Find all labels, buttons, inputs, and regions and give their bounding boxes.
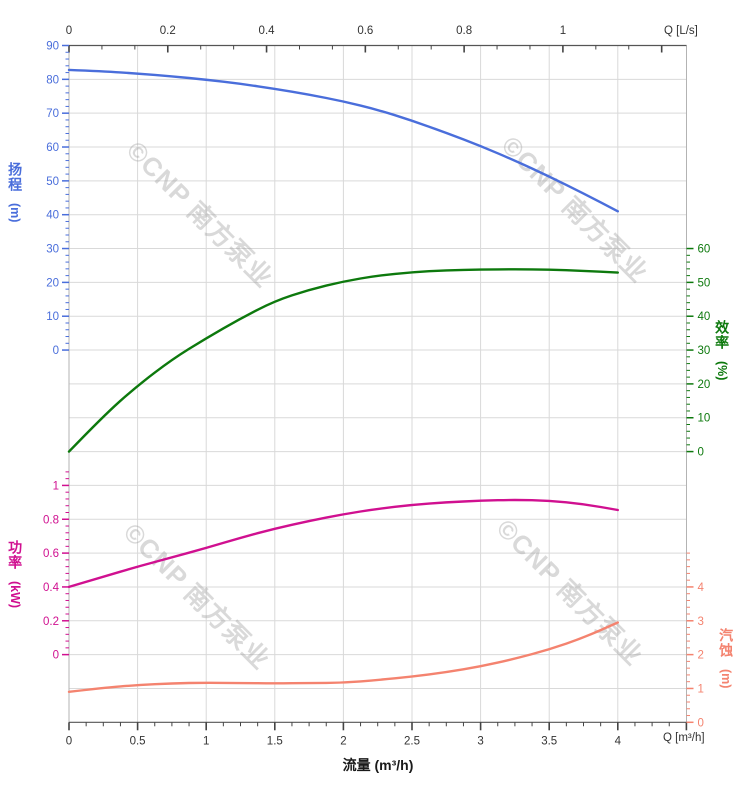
watermark-text: ©CNP 南方泵业	[121, 135, 279, 293]
svg-text:4: 4	[698, 582, 705, 594]
power-axis-title: 功率 (kW)	[7, 540, 23, 608]
x-axis-title: 流量 (m³/h)	[342, 757, 414, 773]
svg-text:2.5: 2.5	[404, 735, 420, 747]
efficiency-axis: 60 50 40 30 20 10 0	[686, 244, 711, 459]
svg-text:1.5: 1.5	[267, 735, 283, 747]
power-axis-title-text: 功率	[7, 540, 24, 570]
watermark-text: ©CNP 南方泵业	[496, 130, 654, 288]
bottom-axis-unit-label: Q [m³/h]	[663, 732, 705, 744]
svg-text:0: 0	[698, 447, 704, 459]
grid-layer	[68, 45, 687, 723]
svg-text:3.5: 3.5	[541, 735, 557, 747]
svg-text:0.2: 0.2	[43, 616, 59, 628]
efficiency-curve	[67, 268, 619, 453]
svg-text:60: 60	[46, 142, 59, 154]
svg-text:30: 30	[46, 244, 59, 256]
svg-text:70: 70	[46, 108, 59, 120]
svg-text:2: 2	[340, 735, 346, 747]
svg-text:0.4: 0.4	[43, 582, 60, 594]
svg-text:0: 0	[53, 650, 59, 662]
svg-text:90: 90	[46, 41, 59, 53]
svg-text:2: 2	[698, 650, 704, 662]
power-axis: 1 0.8 0.6 0.4 0.2 0	[43, 471, 69, 662]
power-axis-unit: (kW)	[8, 581, 23, 609]
svg-text:60: 60	[698, 244, 711, 256]
svg-text:20: 20	[698, 379, 711, 391]
svg-text:1: 1	[560, 25, 566, 37]
svg-text:0.8: 0.8	[43, 514, 59, 526]
svg-text:0.6: 0.6	[357, 25, 373, 37]
svg-text:40: 40	[46, 210, 59, 222]
npsh-axis-title: 汽蚀 (m)	[718, 628, 734, 688]
svg-text:3: 3	[477, 735, 483, 747]
watermark-text: ©CNP 南方泵业	[118, 517, 276, 675]
svg-text:20: 20	[46, 277, 59, 289]
svg-text:50: 50	[698, 277, 711, 289]
svg-text:0: 0	[66, 25, 72, 37]
top-axis-unit-label: Q [L/s]	[664, 25, 698, 37]
svg-text:0.2: 0.2	[160, 25, 176, 37]
npsh-axis-title-text: 汽蚀	[718, 628, 735, 658]
svg-text:10: 10	[698, 413, 711, 425]
efficiency-axis-title-text: 效率	[714, 320, 731, 350]
svg-text:0.8: 0.8	[456, 25, 472, 37]
npsh-axis-unit: (m)	[719, 669, 734, 689]
bottom-axis: 0 0.5 1 1.5 2 2.5 3 3.5 4	[66, 722, 688, 747]
power-curve	[67, 498, 619, 589]
svg-text:50: 50	[46, 176, 59, 188]
watermark-text: ©CNP 南方泵业	[491, 513, 649, 671]
head-axis: 90 80 70 60 50 40 30 20 10 0	[46, 41, 69, 357]
head-axis-title-text: 扬程	[7, 162, 24, 192]
svg-text:4: 4	[615, 735, 622, 747]
head-curve	[67, 68, 619, 213]
svg-text:0.6: 0.6	[43, 548, 59, 560]
svg-text:0: 0	[66, 735, 72, 747]
efficiency-axis-title: 效率 (%)	[714, 320, 730, 380]
svg-text:1: 1	[53, 480, 59, 492]
svg-text:0: 0	[698, 717, 704, 729]
svg-text:80: 80	[46, 74, 59, 86]
npsh-curve	[67, 621, 619, 693]
efficiency-axis-unit: (%)	[715, 361, 730, 381]
svg-text:3: 3	[698, 616, 704, 628]
top-axis: 0 0.2 0.4 0.6 0.8 1	[66, 25, 663, 53]
svg-text:0.4: 0.4	[259, 25, 276, 37]
svg-text:0.5: 0.5	[130, 735, 146, 747]
svg-text:1: 1	[203, 735, 209, 747]
svg-text:1: 1	[698, 683, 704, 695]
svg-text:0: 0	[53, 345, 59, 357]
npsh-axis: 4 3 2 1 0	[686, 552, 705, 729]
head-axis-title: 扬程 (m)	[7, 162, 23, 222]
svg-text:30: 30	[698, 345, 711, 357]
watermark-layer: ©CNP 南方泵业 ©CNP 南方泵业 ©CNP 南方泵业 ©CNP 南方泵业	[118, 130, 654, 675]
svg-text:40: 40	[698, 311, 711, 323]
head-axis-unit: (m)	[8, 203, 23, 223]
svg-text:10: 10	[46, 311, 59, 323]
